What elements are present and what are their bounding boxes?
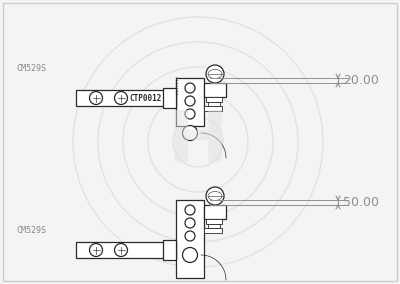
Circle shape [90, 91, 102, 105]
Text: CM529S: CM529S [16, 64, 46, 73]
Bar [208, 224, 220, 228]
Circle shape [114, 243, 128, 256]
Text: H: H [168, 108, 228, 176]
Bar [206, 97, 222, 102]
Bar [163, 240, 176, 260]
Bar [176, 200, 204, 278]
Circle shape [206, 187, 224, 205]
Circle shape [206, 65, 224, 83]
Text: CM529S: CM529S [16, 226, 46, 235]
Bar [204, 106, 222, 111]
Bar [76, 242, 176, 258]
Circle shape [185, 218, 195, 228]
Text: 20.00: 20.00 [343, 74, 379, 87]
Text: 50.00: 50.00 [343, 196, 379, 209]
Bar [76, 90, 176, 106]
Circle shape [185, 109, 195, 119]
Circle shape [185, 83, 195, 93]
Text: CTP0012: CTP0012 [130, 93, 162, 103]
Bar [204, 83, 226, 97]
Circle shape [185, 205, 195, 215]
Bar [208, 102, 220, 106]
Circle shape [182, 126, 198, 141]
Circle shape [90, 243, 102, 256]
Bar [176, 78, 204, 126]
Circle shape [185, 231, 195, 241]
Bar [206, 219, 222, 224]
Bar [204, 205, 226, 219]
Circle shape [182, 247, 198, 262]
Circle shape [114, 91, 128, 105]
Circle shape [185, 96, 195, 106]
Bar [163, 88, 176, 108]
Bar [204, 228, 222, 233]
